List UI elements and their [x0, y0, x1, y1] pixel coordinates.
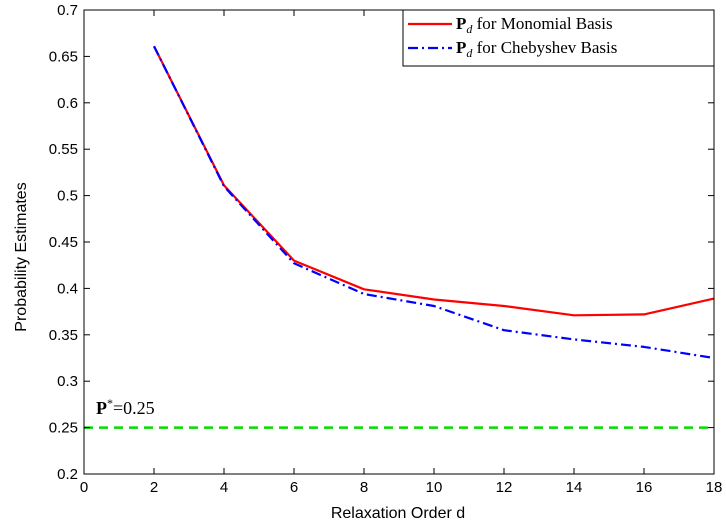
x-tick-label: 8	[360, 479, 368, 496]
series-line-chebyshev	[153, 45, 715, 360]
x-tick-label: 18	[706, 479, 723, 496]
x-tick-label: 12	[496, 479, 513, 496]
legend-symbol: P	[456, 14, 466, 33]
legend-label-monomial: Pd for Monomial Basis	[456, 14, 613, 36]
y-tick-label: 0.7	[57, 2, 78, 19]
x-tick-label: 10	[426, 479, 443, 496]
y-tick-label: 0.45	[49, 234, 78, 251]
legend-subscript: d	[466, 46, 473, 60]
legend-subscript: d	[466, 22, 473, 36]
annotation-layer: P*=0.25	[96, 396, 155, 418]
legend-label-chebyshev: Pd for Chebyshev Basis	[456, 38, 617, 60]
series-line-monomial	[153, 45, 715, 317]
x-tick-label: 4	[220, 479, 228, 496]
legend-text: for Monomial Basis	[472, 14, 612, 33]
x-tick-label: 16	[636, 479, 653, 496]
y-tick-label: 0.65	[49, 48, 78, 65]
legend-text: for Chebyshev Basis	[472, 38, 617, 57]
plot-area	[84, 10, 714, 474]
x-tick-label: 2	[150, 479, 158, 496]
x-tick-label: 14	[566, 479, 583, 496]
legend-box	[402, 9, 715, 67]
y-tick-label: 0.4	[57, 280, 78, 297]
y-tick-label: 0.2	[57, 466, 78, 483]
reference-line-label: P*=0.25	[96, 396, 155, 418]
reference-label-value: =0.25	[113, 398, 155, 418]
y-axis-label: Probability Estimates	[13, 182, 30, 331]
y-tick-label: 0.3	[57, 373, 78, 390]
legend-symbol: P	[456, 38, 466, 57]
y-tick-label: 0.5	[57, 188, 78, 205]
y-tick-label: 0.25	[49, 420, 78, 437]
x-tick-label: 0	[80, 479, 88, 496]
plot-background	[84, 10, 714, 474]
y-tick-label: 0.35	[49, 327, 78, 344]
reference-label-symbol: P	[96, 398, 107, 418]
series-layer	[153, 45, 715, 360]
y-tick-label: 0.6	[57, 95, 78, 112]
y-tick-label: 0.55	[49, 141, 78, 158]
x-tick-label: 6	[290, 479, 298, 496]
ticks-layer: 0 2 4 6 8 10 12 14 16 18 0.2 0.25 0.3 0.35 0.4 0.45 0.5 0…	[49, 2, 723, 496]
x-axis-label: Relaxation Order d	[331, 505, 465, 522]
reference-label-star: *	[107, 396, 113, 410]
